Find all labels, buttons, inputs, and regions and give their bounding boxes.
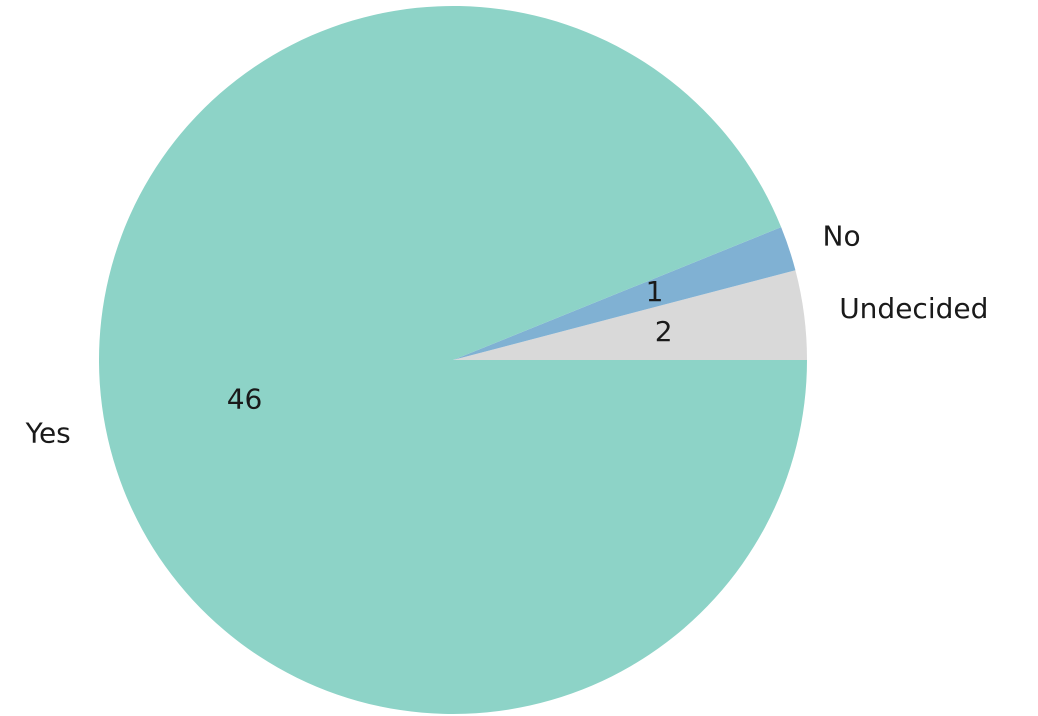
value-label-undecided: 2 [655, 315, 673, 348]
slice-label-no: No [823, 219, 861, 252]
pie-slice-undecided [453, 270, 807, 360]
slice-label-yes: Yes [25, 416, 71, 449]
pie-slice-yes [98, 5, 807, 714]
slices-layer [98, 5, 807, 714]
value-label-no: 1 [646, 275, 664, 308]
slice-label-undecided: Undecided [839, 292, 988, 325]
value-label-yes: 46 [227, 383, 263, 416]
pie-slice-no [453, 227, 796, 360]
labels-layer: Undecided 2 No 1 Yes 46 [25, 219, 989, 449]
